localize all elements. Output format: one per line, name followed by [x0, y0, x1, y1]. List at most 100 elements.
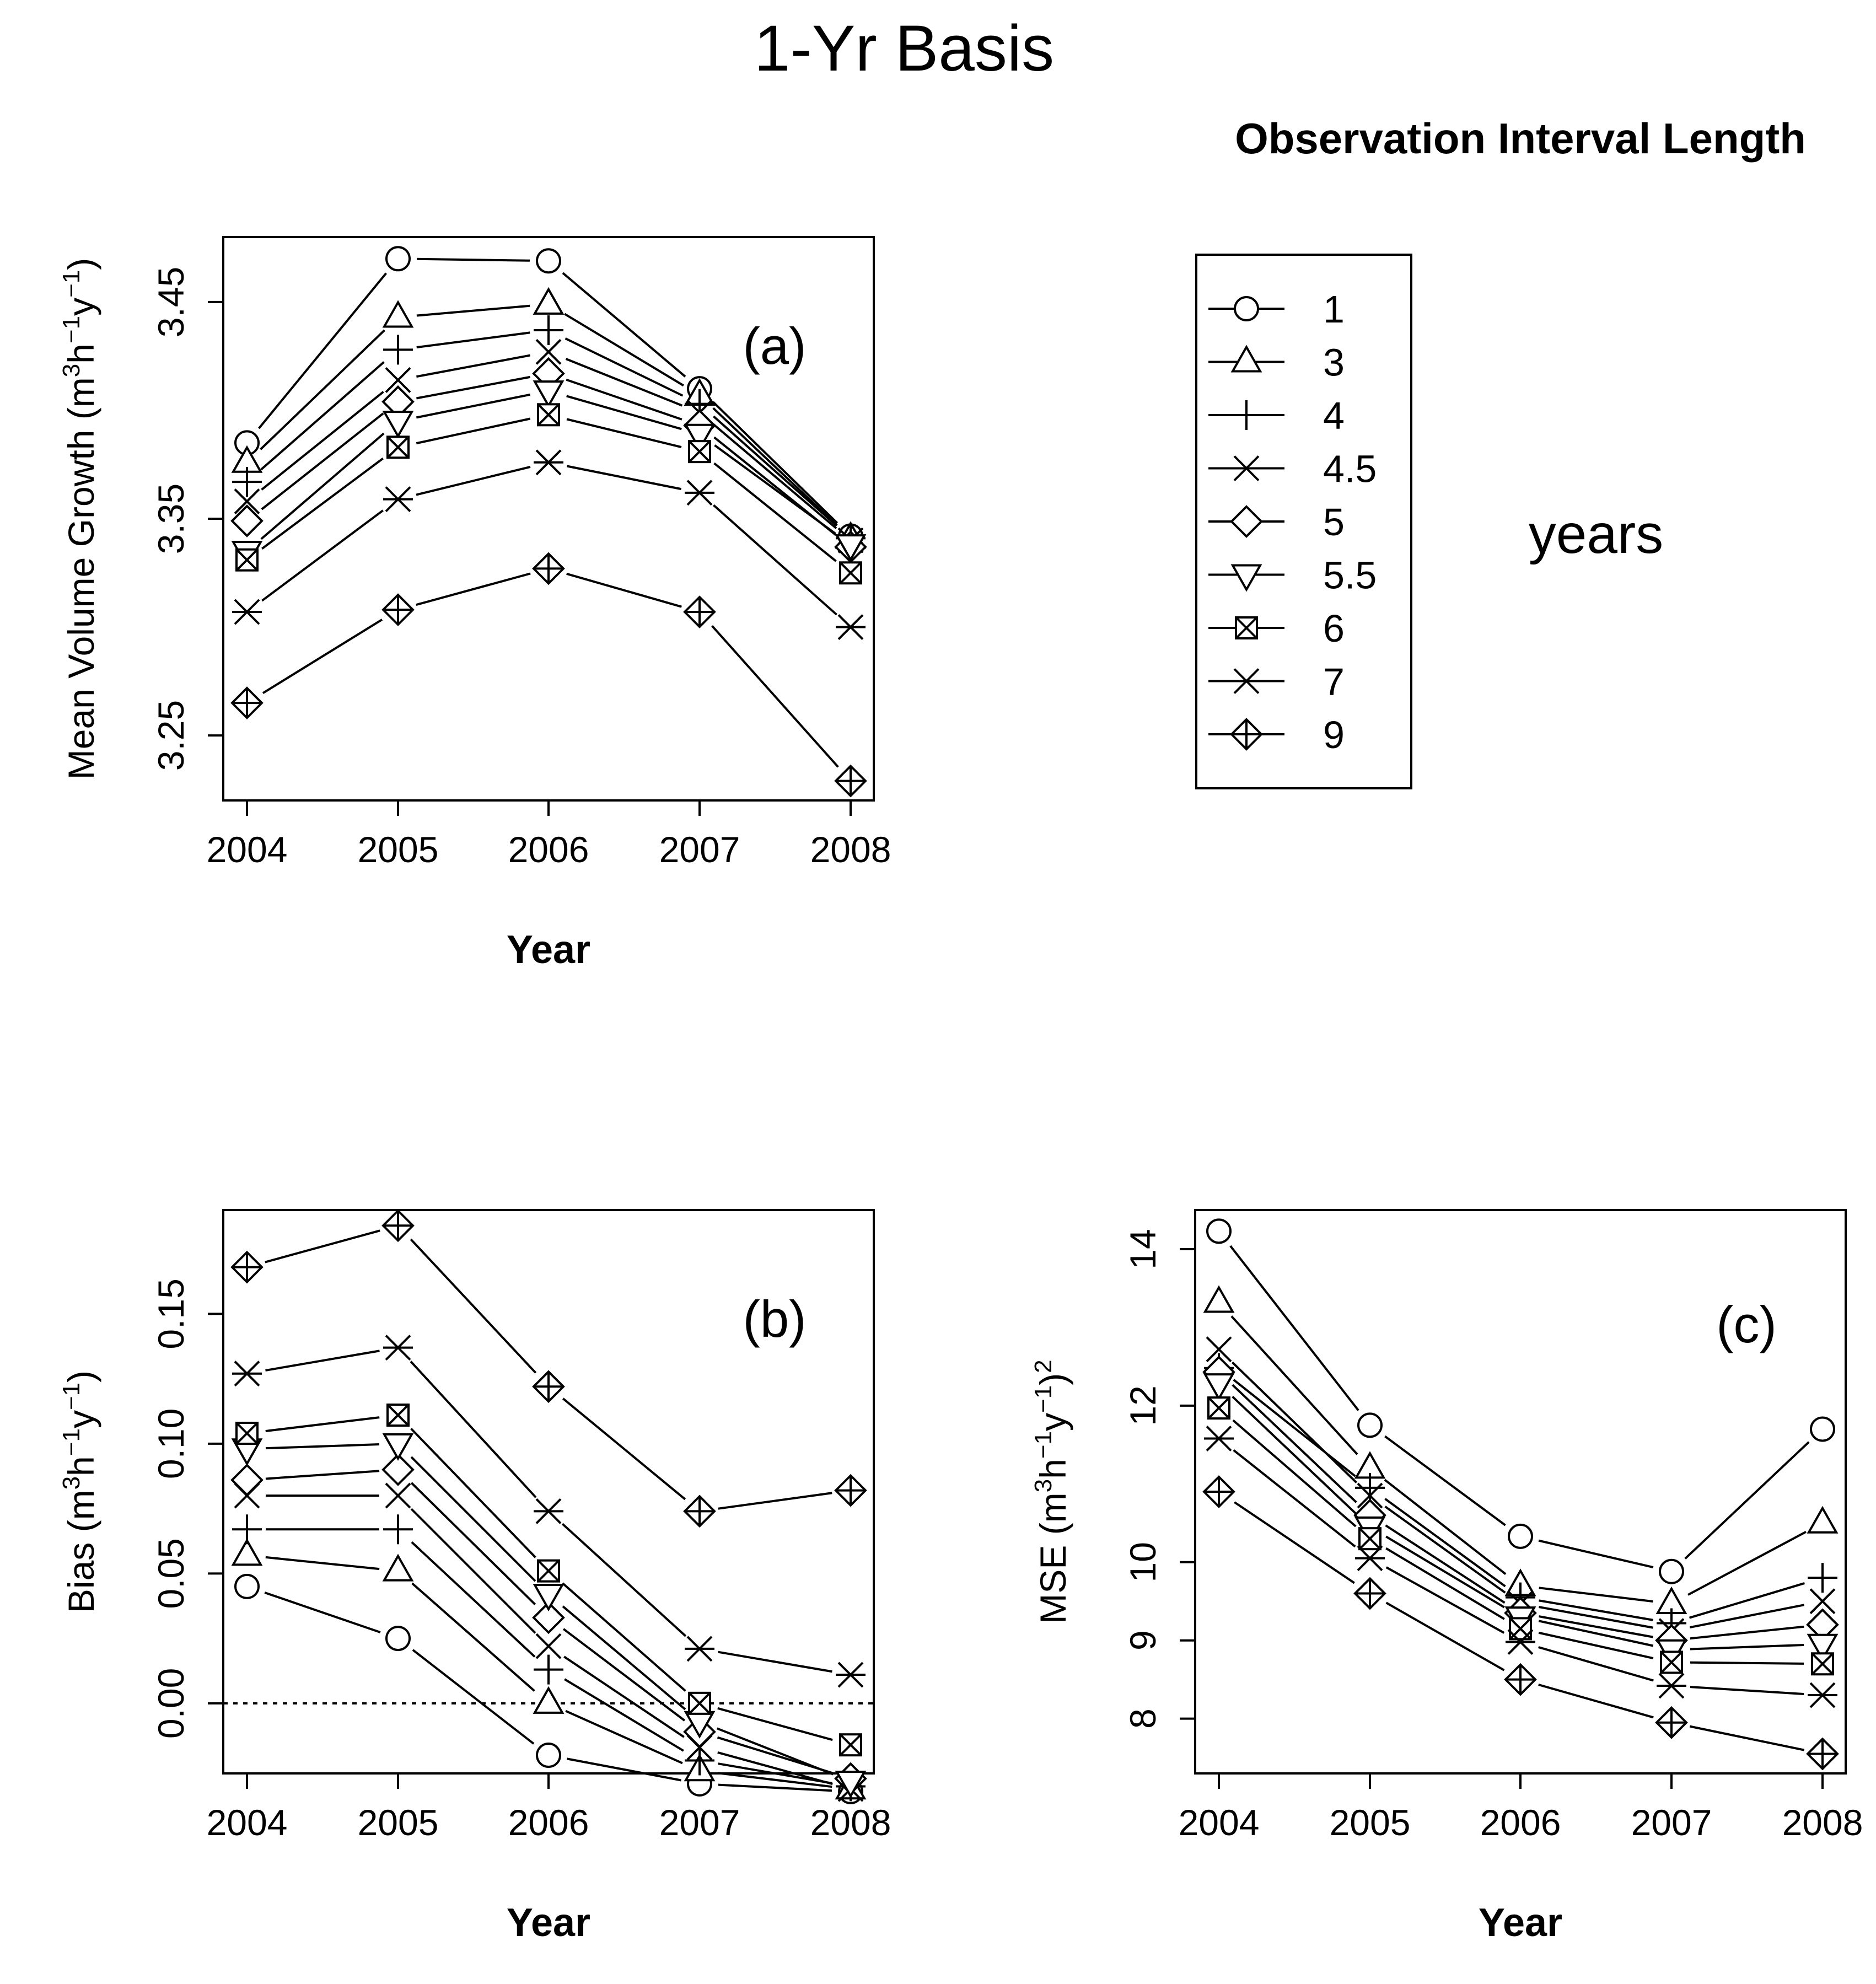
x-axis: 2004 2005 2006 2007 2008 — [1179, 1772, 1863, 1843]
series-segment — [567, 1757, 681, 1782]
data-point — [534, 315, 563, 346]
series-segment — [416, 257, 530, 262]
legend-symbol-diamond — [1230, 505, 1263, 538]
series-segment — [1538, 1539, 1654, 1569]
data-point — [230, 504, 264, 537]
series-segment — [265, 1349, 380, 1372]
x-tick-label: 2007 — [659, 1802, 740, 1843]
data-point — [1207, 1396, 1230, 1420]
series-7 — [232, 1335, 866, 1688]
legend-entry: 6 — [1208, 607, 1345, 650]
data-point — [383, 335, 413, 365]
data-point — [386, 435, 410, 459]
series-7 — [232, 449, 866, 640]
series-4.5 — [234, 338, 864, 553]
legend-label: 7 — [1323, 660, 1345, 703]
data-point — [231, 1538, 263, 1566]
series-segment — [411, 1582, 535, 1692]
series-segment — [410, 1238, 537, 1374]
series-segment — [564, 1678, 684, 1752]
series-segment — [717, 1751, 833, 1786]
series-segment — [1384, 1498, 1506, 1588]
data-point — [534, 1654, 563, 1685]
series-segment — [1232, 1361, 1357, 1483]
panel-b: 2004 2005 2006 2007 2008 Year 0.00 0.05 0.10 0.15… — [58, 1209, 891, 1945]
data-point — [381, 1209, 415, 1243]
series-segment — [261, 391, 384, 491]
data-point — [1355, 1472, 1385, 1503]
y-tick-label: 8 — [1122, 1708, 1163, 1729]
data-point — [1810, 1416, 1835, 1442]
series-4 — [1204, 1353, 1837, 1638]
data-point — [836, 1662, 866, 1688]
data-point — [1358, 1527, 1382, 1551]
y-tick-label: 12 — [1122, 1385, 1163, 1426]
series-segment — [260, 361, 385, 471]
legend-entry: 5.5 — [1208, 554, 1377, 597]
x-tick-label: 2008 — [810, 829, 891, 870]
series-segment — [712, 407, 838, 526]
series-7 — [1204, 1426, 1837, 1708]
series-segment — [1689, 1582, 1805, 1619]
series-segment — [265, 1443, 380, 1450]
series-segment — [260, 432, 385, 540]
legend-label: 9 — [1323, 713, 1345, 756]
data-point — [1508, 1523, 1533, 1549]
legend-label: 4.5 — [1323, 448, 1377, 491]
data-point — [382, 411, 414, 439]
series-segment — [1539, 1615, 1653, 1638]
series-segment — [718, 1772, 832, 1788]
series-segment — [1539, 1599, 1653, 1621]
series-1 — [234, 246, 863, 549]
series-segment — [416, 304, 530, 317]
y-axis: 3.25 3.35 3.45 — [150, 267, 224, 771]
x-axis-label: Year — [507, 1901, 590, 1945]
data-point — [533, 1686, 565, 1714]
series-segment — [1687, 1531, 1807, 1596]
y-tick-label: 3.45 — [150, 267, 191, 337]
x-tick-label: 2007 — [659, 829, 740, 870]
series-segment — [264, 1591, 381, 1633]
data-point — [1203, 1285, 1235, 1313]
data-point — [835, 534, 867, 562]
x-tick-label: 2005 — [358, 829, 439, 870]
data-point — [1809, 1588, 1836, 1615]
legend-entry: 4.5 — [1208, 448, 1377, 491]
series-segment — [566, 418, 682, 449]
data-point — [386, 1404, 410, 1427]
series-segment — [1538, 1684, 1654, 1719]
data-point — [836, 614, 866, 640]
series-6 — [235, 403, 862, 585]
series-segment — [410, 1508, 536, 1634]
series-segment — [1385, 1566, 1505, 1634]
x-tick-label: 2008 — [1782, 1802, 1863, 1843]
data-point — [536, 248, 561, 274]
x-axis-label: Year — [1479, 1901, 1562, 1945]
series-segment — [712, 401, 838, 524]
data-point — [1504, 1663, 1537, 1696]
data-point — [232, 1514, 262, 1545]
series-segment — [566, 395, 682, 431]
x-tick-label: 2006 — [508, 829, 589, 870]
data-point — [685, 1745, 714, 1776]
series-segment — [713, 504, 837, 616]
y-tick-label: 0.00 — [150, 1668, 191, 1739]
data-point — [1655, 1706, 1688, 1739]
legend-symbol-circle — [1234, 296, 1259, 321]
data-point — [1506, 1629, 1535, 1655]
y-axis-label: Mean Volume Growth (m3h−1y−1) — [58, 258, 101, 779]
data-point — [1806, 1737, 1839, 1771]
series-9 — [230, 1209, 867, 1528]
data-point — [683, 1494, 716, 1528]
series-segment — [1232, 1384, 1357, 1503]
series-segment — [563, 1655, 685, 1738]
series-segment — [565, 1709, 683, 1765]
series-segment — [262, 619, 383, 694]
data-point — [537, 1559, 560, 1583]
series-segment — [265, 1556, 380, 1571]
series-segment — [1539, 1606, 1653, 1629]
legend-label: 6 — [1323, 607, 1345, 650]
legend-symbol-boxed-cross — [1235, 616, 1258, 639]
series-segment — [261, 458, 384, 550]
data-point — [534, 449, 563, 476]
